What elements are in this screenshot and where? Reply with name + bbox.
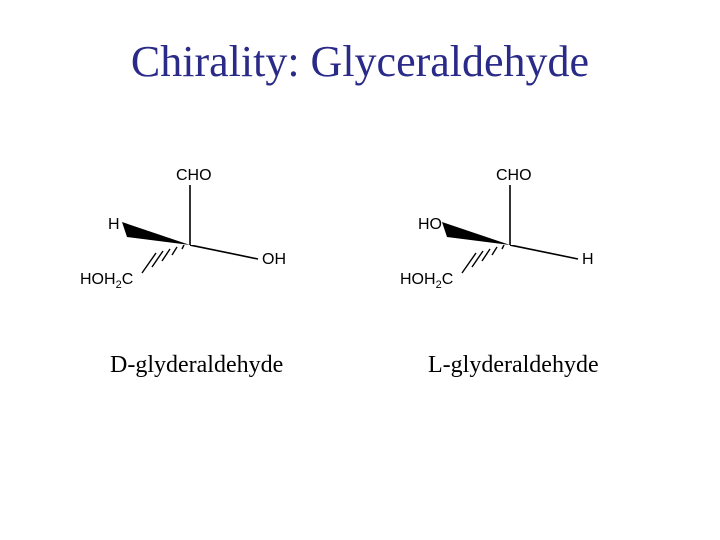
d-oh-label: OH [262, 252, 286, 268]
d-hash-ch2oh [130, 245, 192, 279]
l-bond-right [510, 245, 580, 265]
l-caption: L-glyderaldehyde [428, 352, 599, 379]
l-hash-ch2oh [450, 245, 512, 279]
slide: Chirality: Glyceraldehyde CHO OH H HOH2C… [0, 0, 720, 540]
d-ch2oh-label: HOH2C [80, 272, 133, 291]
l-cho-label: CHO [496, 168, 532, 184]
d-caption: D-glyderaldehyde [110, 352, 283, 379]
slide-title: Chirality: Glyceraldehyde [0, 36, 720, 87]
d-h-label: H [108, 217, 120, 233]
d-cho-label: CHO [176, 168, 212, 184]
d-bond-right [190, 245, 260, 265]
l-ch2oh-label: HOH2C [400, 272, 453, 291]
l-h-label: H [582, 252, 594, 268]
l-ho-label: HO [418, 217, 442, 233]
